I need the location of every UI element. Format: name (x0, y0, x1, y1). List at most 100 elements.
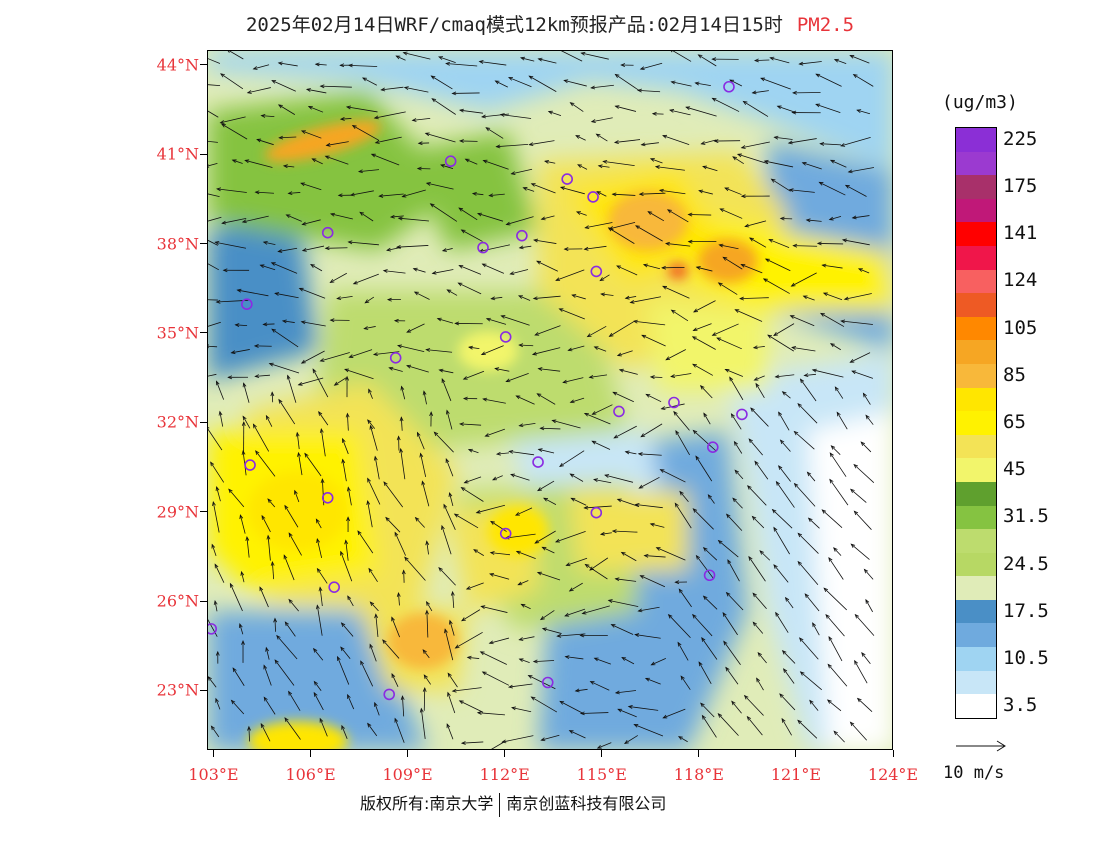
wind-vector (340, 622, 354, 637)
wind-vector (508, 77, 532, 88)
wind-vector (843, 293, 872, 301)
wind-vector (563, 79, 587, 87)
wind-vector (425, 609, 429, 638)
wind-vector (266, 534, 271, 561)
wind-vector (685, 106, 717, 117)
wind-vector (771, 508, 793, 529)
wind-vector (779, 693, 796, 711)
wind-vector (270, 262, 298, 274)
wind-vector (851, 215, 870, 220)
wind-vector (634, 503, 663, 509)
wind-vector (399, 416, 404, 431)
wind-vector (754, 460, 769, 480)
wind-vector (674, 502, 692, 529)
wind-vector (669, 109, 691, 116)
lat-label: 41°N (156, 144, 199, 164)
lat-tick (200, 153, 207, 155)
wind-vector (591, 404, 613, 415)
wind-vector (692, 508, 714, 530)
wind-vector (380, 86, 404, 92)
wind-vector (793, 430, 815, 450)
city-marker (590, 265, 603, 278)
wind-vector (370, 153, 400, 166)
wind-vector (700, 702, 715, 718)
wind-vector (246, 87, 271, 94)
wind-vector (378, 193, 404, 198)
wind-vector (740, 194, 770, 199)
wind-vector (465, 582, 484, 590)
wind-vector (607, 599, 639, 607)
city-marker (444, 155, 457, 168)
wind-vector (651, 111, 664, 116)
wind-vector (515, 395, 535, 405)
wind-vector (294, 489, 300, 503)
wind-vector (220, 73, 244, 90)
wind-vector (208, 84, 221, 87)
wind-vector (612, 391, 634, 403)
colorbar-segment (956, 363, 996, 388)
wind-vector (215, 697, 221, 710)
wind-vector (522, 187, 535, 192)
wind-vector (218, 410, 224, 427)
wind-vector (711, 323, 739, 336)
wind-vector (393, 318, 406, 323)
wind-vector (583, 505, 612, 510)
wind-vector (389, 214, 404, 219)
wind-vector (363, 326, 376, 330)
colorbar-segment (956, 576, 996, 600)
wind-vector (826, 699, 842, 712)
wind-vector (617, 708, 637, 718)
wind-vector (403, 86, 429, 93)
wind-vector (680, 675, 691, 690)
wind-vector (489, 551, 511, 556)
wind-vector (791, 110, 821, 115)
wind-vector (515, 507, 533, 516)
wind-vector (451, 91, 480, 96)
wind-vector (460, 229, 483, 242)
wind-vector (262, 240, 276, 245)
lat-tick (200, 689, 207, 691)
wind-vector (536, 260, 559, 272)
city-marker (477, 241, 489, 254)
wind-vector (667, 613, 691, 638)
city-marker (499, 527, 512, 540)
wind-vector (397, 216, 429, 222)
wind-vector (329, 318, 350, 323)
wind-vector (778, 465, 791, 482)
city-marker (703, 569, 716, 582)
wind-vector (391, 673, 399, 688)
wind-vector (569, 473, 584, 482)
wind-vector (254, 374, 270, 379)
wind-vector (658, 188, 686, 195)
wind-vector (640, 423, 663, 438)
wind-vector (803, 373, 817, 378)
wind-vector (799, 378, 817, 402)
wind-vector (501, 735, 534, 744)
wind-vector (425, 600, 433, 612)
wind-vector (752, 621, 764, 634)
wind-vector (329, 212, 353, 220)
wind-vector (208, 263, 220, 271)
wind-vector (645, 393, 662, 403)
city-marker (532, 456, 544, 468)
wind-vector (650, 658, 666, 666)
wind-vector (753, 375, 765, 381)
wind-vector (678, 588, 692, 608)
wind-vector (297, 451, 303, 476)
colorbar-segment (956, 505, 996, 530)
wind-vector (319, 717, 328, 737)
wind-vector (213, 599, 218, 612)
wind-vector (590, 117, 613, 123)
city-marker (241, 298, 253, 310)
wind-vector (385, 516, 401, 533)
city-marker (383, 688, 396, 701)
wind-vector (242, 415, 251, 429)
wind-vector (230, 349, 250, 355)
wind-vector (382, 639, 400, 659)
lat-tick (200, 421, 207, 423)
wind-vector (283, 554, 295, 581)
wind-vector (563, 247, 583, 252)
wind-vector (778, 411, 790, 431)
wind-vector (315, 518, 322, 529)
city-marker (244, 459, 256, 471)
